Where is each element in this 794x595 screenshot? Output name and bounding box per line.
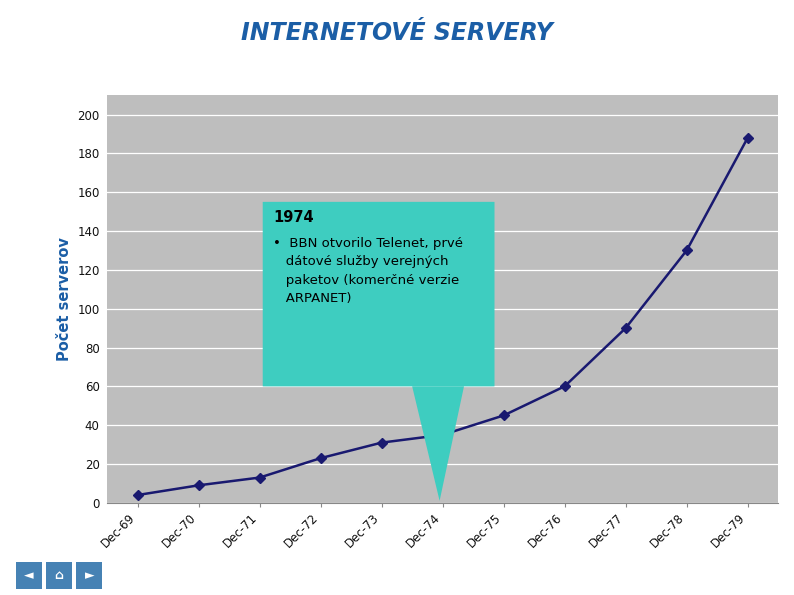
- Y-axis label: Počet serverov: Počet serverov: [56, 237, 71, 361]
- FancyBboxPatch shape: [263, 202, 495, 386]
- Text: ⌂: ⌂: [55, 569, 64, 582]
- Text: •  BBN otvorilo Telenet, prvé
   dátové služby verejných
   paketov (komerčné ve: • BBN otvorilo Telenet, prvé dátové služ…: [273, 237, 463, 305]
- Text: ►: ►: [84, 569, 94, 582]
- Text: INTERNETOVÉ SERVERY: INTERNETOVÉ SERVERY: [241, 21, 553, 45]
- Text: 1974: 1974: [273, 209, 314, 225]
- Polygon shape: [412, 386, 464, 501]
- Text: ◄: ◄: [24, 569, 34, 582]
